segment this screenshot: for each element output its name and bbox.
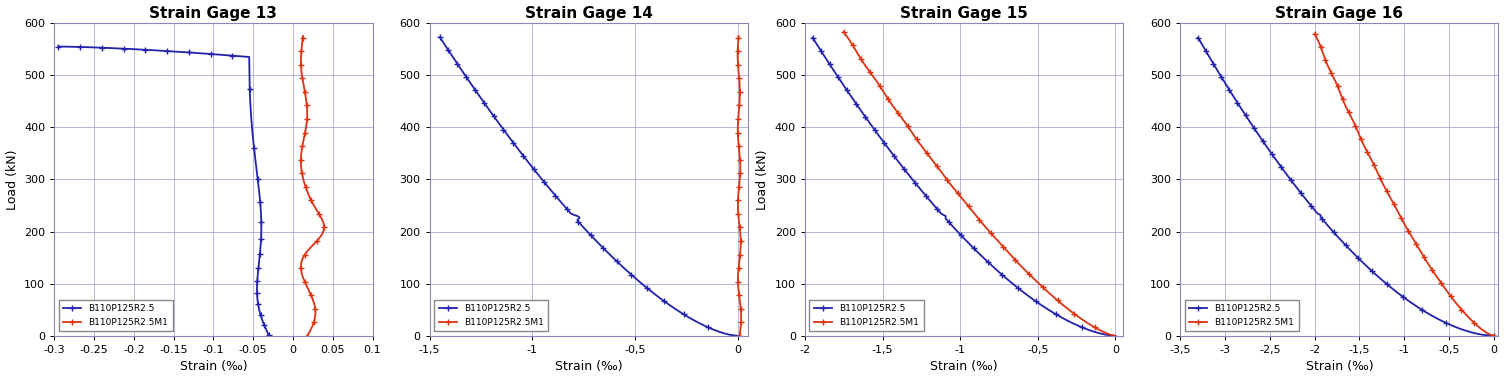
- B110P125R2.5: [1484, 334, 1502, 338]
- Line: B110P125R2.5: B110P125R2.5: [56, 44, 272, 339]
- Title: Strain Gage 14: Strain Gage 14: [525, 6, 653, 20]
- B110P125R2.5: [590, 241, 608, 246]
- B110P125R2.5M1: [731, 254, 749, 258]
- B110P125R2.5M1: [728, 49, 746, 53]
- B110P125R2.5M1: [922, 155, 940, 160]
- B110P125R2.5: [929, 208, 948, 212]
- B110P125R2.5: [1190, 35, 1208, 40]
- B110P125R2.5M1: [731, 334, 749, 338]
- Line: B110P125R2.5: B110P125R2.5: [438, 34, 740, 339]
- Line: B110P125R2.5: B110P125R2.5: [809, 35, 1117, 339]
- X-axis label: Strain (‰): Strain (‰): [1305, 360, 1373, 373]
- B110P125R2.5: [138, 48, 156, 52]
- B110P125R2.5: [50, 44, 68, 49]
- B110P125R2.5: [69, 45, 87, 49]
- B110P125R2.5: [1411, 306, 1429, 310]
- B110P125R2.5: [886, 155, 904, 160]
- Y-axis label: Load (kN): Load (kN): [757, 149, 769, 210]
- B110P125R2.5M1: [298, 334, 316, 338]
- X-axis label: Strain (‰): Strain (‰): [929, 360, 997, 373]
- Line: B110P125R2.5M1: B110P125R2.5M1: [1311, 31, 1496, 339]
- B110P125R2.5: [558, 208, 576, 212]
- Y-axis label: Load (kN): Load (kN): [6, 149, 18, 210]
- B110P125R2.5M1: [919, 152, 937, 156]
- B110P125R2.5: [692, 322, 710, 326]
- B110P125R2.5: [1190, 36, 1208, 41]
- B110P125R2.5: [517, 158, 535, 163]
- B110P125R2.5M1: [292, 60, 310, 64]
- B110P125R2.5M1: [732, 321, 750, 326]
- B110P125R2.5M1: [1393, 216, 1411, 221]
- B110P125R2.5: [1384, 287, 1402, 291]
- B110P125R2.5M1: [729, 34, 747, 38]
- B110P125R2.5: [1065, 322, 1083, 326]
- B110P125R2.5M1: [295, 278, 313, 282]
- B110P125R2.5M1: [1305, 31, 1324, 36]
- B110P125R2.5M1: [295, 254, 313, 258]
- X-axis label: Strain (‰): Strain (‰): [555, 360, 623, 373]
- B110P125R2.5M1: [961, 205, 979, 210]
- B110P125R2.5: [253, 315, 271, 319]
- B110P125R2.5M1: [729, 60, 747, 64]
- B110P125R2.5M1: [1390, 210, 1408, 215]
- B110P125R2.5: [516, 155, 534, 160]
- Legend: B110P125R2.5, B110P125R2.5M1: B110P125R2.5, B110P125R2.5M1: [59, 300, 173, 331]
- Legend: B110P125R2.5, B110P125R2.5M1: B110P125R2.5, B110P125R2.5M1: [435, 300, 549, 331]
- B110P125R2.5: [803, 35, 821, 40]
- B110P125R2.5M1: [1436, 286, 1454, 291]
- Legend: B110P125R2.5, B110P125R2.5M1: B110P125R2.5, B110P125R2.5M1: [1185, 300, 1299, 331]
- Line: B110P125R2.5M1: B110P125R2.5M1: [298, 33, 326, 339]
- B110P125R2.5: [1311, 213, 1330, 218]
- B110P125R2.5M1: [305, 315, 323, 320]
- B110P125R2.5: [430, 35, 448, 39]
- Line: B110P125R2.5M1: B110P125R2.5M1: [841, 29, 1117, 339]
- B110P125R2.5M1: [304, 321, 322, 326]
- Title: Strain Gage 13: Strain Gage 13: [149, 6, 277, 20]
- X-axis label: Strain (‰): Strain (‰): [179, 360, 247, 373]
- B110P125R2.5: [836, 85, 854, 89]
- B110P125R2.5M1: [292, 49, 310, 53]
- B110P125R2.5M1: [1080, 321, 1098, 326]
- B110P125R2.5M1: [1305, 32, 1324, 37]
- B110P125R2.5: [1310, 212, 1328, 216]
- B110P125R2.5M1: [1107, 334, 1125, 338]
- B110P125R2.5: [256, 323, 274, 327]
- B110P125R2.5: [728, 334, 746, 338]
- B110P125R2.5M1: [293, 34, 311, 38]
- B110P125R2.5: [463, 84, 481, 89]
- B110P125R2.5: [889, 159, 907, 163]
- Title: Strain Gage 16: Strain Gage 16: [1275, 6, 1403, 20]
- B110P125R2.5M1: [732, 315, 750, 320]
- B110P125R2.5: [260, 334, 278, 338]
- B110P125R2.5M1: [990, 240, 1008, 244]
- B110P125R2.5: [1314, 218, 1333, 222]
- Line: B110P125R2.5: B110P125R2.5: [1196, 35, 1496, 339]
- B110P125R2.5M1: [1484, 334, 1502, 338]
- Line: B110P125R2.5M1: B110P125R2.5M1: [735, 33, 744, 339]
- Title: Strain Gage 15: Strain Gage 15: [899, 6, 1027, 20]
- B110P125R2.5M1: [1390, 211, 1408, 216]
- B110P125R2.5: [78, 45, 96, 49]
- B110P125R2.5M1: [868, 80, 886, 84]
- B110P125R2.5: [177, 50, 196, 55]
- Legend: B110P125R2.5, B110P125R2.5M1: B110P125R2.5, B110P125R2.5M1: [809, 300, 923, 331]
- B110P125R2.5M1: [729, 278, 747, 282]
- B110P125R2.5M1: [1451, 305, 1469, 310]
- B110P125R2.5: [960, 241, 978, 246]
- B110P125R2.5: [1107, 334, 1125, 338]
- B110P125R2.5M1: [835, 30, 853, 34]
